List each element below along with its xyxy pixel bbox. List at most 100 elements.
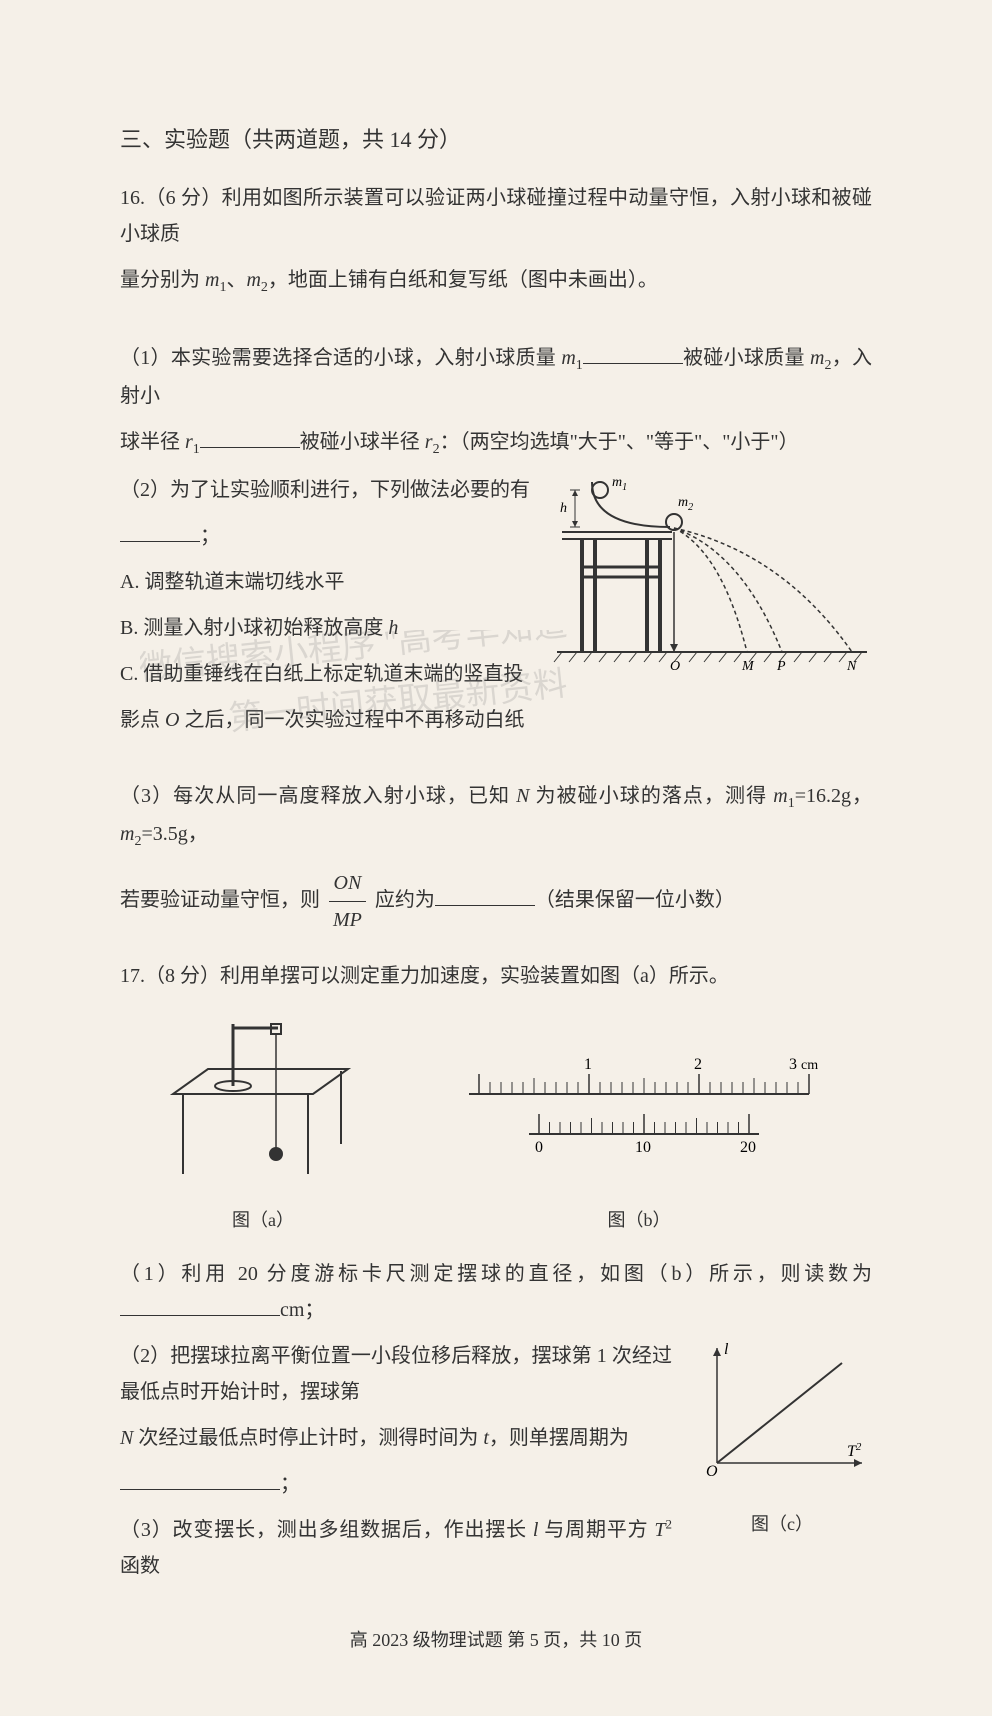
q16-m2sub: 2 xyxy=(261,280,268,295)
q16-part1-line1: （1）本实验需要选择合适的小球，入射小球质量 m1被碰小球质量 m2，入射小 xyxy=(120,340,872,414)
q16-p1d: 球半径 xyxy=(120,431,185,453)
q16-p3a: （3）每次从同一高度释放入射小球，已知 xyxy=(120,785,516,807)
q16-figure: m1 h m2 xyxy=(552,472,872,684)
svg-text:cm: cm xyxy=(801,1058,818,1073)
frac-num: ON xyxy=(329,865,366,902)
q16-points: （6 分） xyxy=(145,187,222,209)
svg-text:h: h xyxy=(560,501,567,516)
q17-intro: 17.（8 分）利用单摆可以测定重力加速度，实验装置如图（a）所示。 xyxy=(120,958,872,994)
q17-p1b: cm； xyxy=(280,1299,324,1321)
collision-apparatus-diagram: m1 h m2 xyxy=(552,472,872,672)
fig-c-label: 图（c） xyxy=(692,1508,872,1540)
svg-text:2: 2 xyxy=(694,1056,702,1073)
svg-text:10: 10 xyxy=(635,1139,651,1156)
optC-b: 影点 xyxy=(120,709,165,731)
q16-p1r1: r xyxy=(185,431,193,453)
q17-figures: 图（a） 1 2 3 cm xyxy=(120,1014,872,1236)
svg-text:O: O xyxy=(670,659,680,672)
q16-p1r1s: 1 xyxy=(193,442,200,457)
svg-text:m1: m1 xyxy=(612,475,627,493)
blank-caliper[interactable] xyxy=(120,1296,280,1316)
q16-m1: m xyxy=(205,269,219,291)
blank-ratio[interactable] xyxy=(435,886,535,906)
pendulum-apparatus-diagram xyxy=(163,1014,363,1184)
optB-text: B. 测量入射小球初始释放高度 xyxy=(120,617,388,639)
optC-O: O xyxy=(165,709,179,731)
q16-p1r2s: 2 xyxy=(433,442,440,457)
page-footer: 高 2023 级物理试题 第 5 页，共 10 页 xyxy=(120,1624,872,1656)
q16-p1e: 被碰小球半径 xyxy=(300,431,425,453)
q16-intro1: 利用如图所示装置可以验证两小球碰撞过程中动量守恒，入射小球和被碰小球质 xyxy=(120,187,872,245)
svg-text:T2: T2 xyxy=(847,1441,862,1460)
q16-p1m1s: 1 xyxy=(576,358,583,373)
q16-p3f: 应约为 xyxy=(375,889,435,911)
q16-p1m2: m xyxy=(810,347,824,369)
q16-part3-line2: 若要验证动量守恒，则 ON MP 应约为（结果保留一位小数） xyxy=(120,865,872,938)
svg-text:l: l xyxy=(724,1341,729,1358)
q17-p3T2: 2 xyxy=(666,1516,673,1531)
q16-p3g: （结果保留一位小数） xyxy=(535,889,735,911)
q16-p1m1: m xyxy=(561,347,575,369)
blank-mass[interactable] xyxy=(583,344,683,364)
figure-b: 1 2 3 cm xyxy=(449,1054,829,1236)
svg-text:M: M xyxy=(741,659,755,672)
q16-p3m1: m xyxy=(773,785,787,807)
blank-radius[interactable] xyxy=(200,428,300,448)
option-c2: 影点 O 之后，同一次实验过程中不再移动白纸 xyxy=(120,702,872,738)
spacer xyxy=(120,748,872,778)
q16-p3N: N xyxy=(516,785,529,807)
svg-text:N: N xyxy=(846,659,857,672)
blank-methods[interactable] xyxy=(120,522,200,542)
q16-p2a: （2）为了让实验顺利进行，下列做法必要的有 xyxy=(120,479,530,501)
q17-p3c: 函数 xyxy=(120,1555,160,1577)
q17-p3b: 与周期平方 xyxy=(538,1519,654,1541)
figure-c: l T2 O 图（c） xyxy=(692,1338,872,1540)
optB-h: h xyxy=(388,617,398,639)
q17-p2b: 次经过最低点时停止计时，测得时间为 xyxy=(133,1427,483,1449)
q16-p1r2: r xyxy=(425,431,433,453)
q16-intro3: ，地面上铺有白纸和复写纸（图中未画出）。 xyxy=(268,269,658,291)
fig-a-label: 图（a） xyxy=(163,1204,363,1236)
q16-intro2: 量分别为 xyxy=(120,269,205,291)
q17-introtext: 利用单摆可以测定重力加速度，实验装置如图（a）所示。 xyxy=(220,965,729,987)
q17-p3T: T xyxy=(654,1519,665,1541)
q16-number: 16. xyxy=(120,187,145,209)
q16-m2: m xyxy=(246,269,260,291)
q16-p3d: =3.5g， xyxy=(141,823,207,845)
q17-p2d: ； xyxy=(280,1473,300,1495)
l-vs-t2-graph: l T2 O xyxy=(692,1338,872,1488)
q16-p1b: 被碰小球质量 xyxy=(683,347,810,369)
q16-part3-line1: （3）每次从同一高度释放入射小球，已知 N 为被碰小球的落点，测得 m1=16.… xyxy=(120,778,872,854)
frac-den: MP xyxy=(329,902,366,938)
vernier-caliper-diagram: 1 2 3 cm xyxy=(449,1054,829,1184)
q17-p3a: （3）改变摆长，测出多组数据后，作出摆长 xyxy=(120,1519,533,1541)
q16-p3b: 为被碰小球的落点，测得 xyxy=(529,785,773,807)
spacer xyxy=(120,310,872,340)
fraction-on-mp: ON MP xyxy=(329,865,366,938)
svg-text:O: O xyxy=(706,1463,718,1480)
blank-period[interactable] xyxy=(120,1470,280,1490)
svg-text:P: P xyxy=(776,659,786,672)
q17-p2N: N xyxy=(120,1427,133,1449)
svg-text:20: 20 xyxy=(740,1139,756,1156)
page: 三、实验题（共两道题，共 14 分） 16.（6 分）利用如图所示装置可以验证两… xyxy=(0,0,992,1716)
q17-points: （8 分） xyxy=(145,965,220,987)
q16-part1-line2: 球半径 r1被碰小球半径 r2：（两空均选填"大于"、"等于"、"小于"） xyxy=(120,424,872,462)
q16-p3m1s: 1 xyxy=(788,796,795,811)
svg-text:m2: m2 xyxy=(678,495,693,513)
section-title: 三、实验题（共两道题，共 14 分） xyxy=(120,120,872,160)
q16-p3c: =16.2g， xyxy=(795,785,872,807)
q16-p3m2: m xyxy=(120,823,134,845)
q17-number: 17. xyxy=(120,965,145,987)
q16-intro-line1: 16.（6 分）利用如图所示装置可以验证两小球碰撞过程中动量守恒，入射小球和被碰… xyxy=(120,180,872,252)
q17-p1a: （1）利用 20 分度游标卡尺测定摆球的直径，如图（b）所示，则读数为 xyxy=(120,1263,872,1285)
q16-intro-line2: 量分别为 m1、m2，地面上铺有白纸和复写纸（图中未画出）。 xyxy=(120,262,872,300)
q16-sep: 、 xyxy=(226,269,246,291)
q16-p1f: ：（两空均选填"大于"、"等于"、"小于"） xyxy=(440,431,799,453)
q17-p2c: ，则单摆周期为 xyxy=(489,1427,629,1449)
svg-text:3: 3 xyxy=(789,1056,797,1073)
svg-text:1: 1 xyxy=(584,1056,592,1073)
svg-text:0: 0 xyxy=(535,1139,543,1156)
question-16: 16.（6 分）利用如图所示装置可以验证两小球碰撞过程中动量守恒，入射小球和被碰… xyxy=(120,180,872,938)
figure-a: 图（a） xyxy=(163,1014,363,1236)
